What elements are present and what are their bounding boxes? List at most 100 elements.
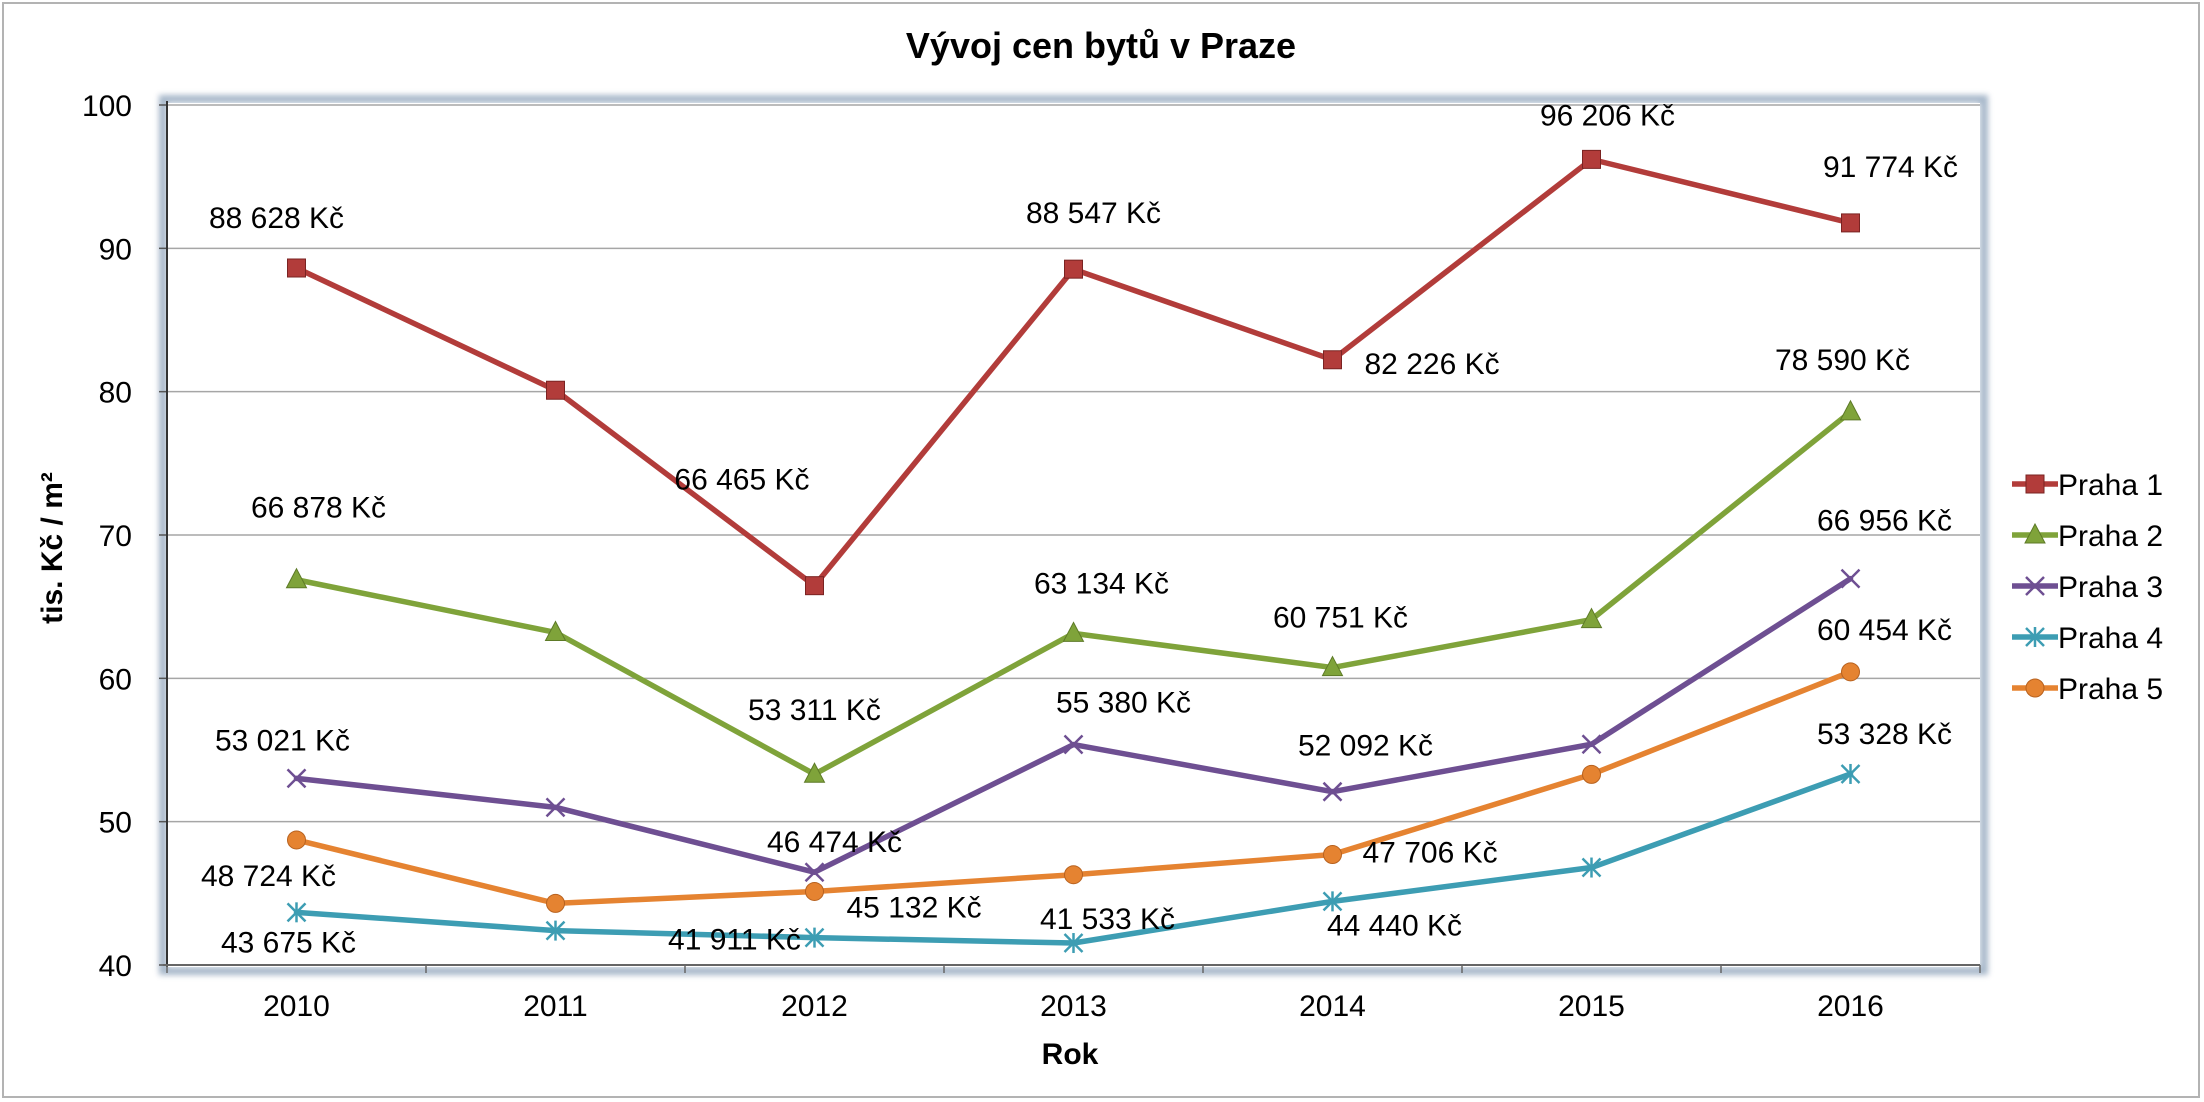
data-label: 88 547 Kč xyxy=(1026,197,1161,230)
y-tick-labels: 40 50 60 70 80 90 100 xyxy=(82,90,132,983)
data-point-marker xyxy=(546,380,565,400)
y-tick-label: 80 xyxy=(99,377,132,410)
data-label: 47 706 Kč xyxy=(1363,837,1498,870)
data-point-marker xyxy=(1322,781,1343,802)
data-label: 66 465 Kč xyxy=(674,464,809,497)
data-point-marker xyxy=(1323,845,1342,865)
data-label: 43 675 Kč xyxy=(221,926,356,959)
legend-label: Praha 5 xyxy=(2058,673,2163,706)
legend-marker xyxy=(2025,678,2045,698)
legend-label: Praha 1 xyxy=(2058,469,2163,502)
series-markers xyxy=(285,149,1862,954)
x-tick-labels: 2010 2011 2012 2013 2014 2015 2016 xyxy=(263,990,1884,1023)
data-label: 66 956 Kč xyxy=(1817,505,1952,538)
gridlines xyxy=(159,104,1980,966)
data-label: 53 021 Kč xyxy=(215,724,350,757)
y-tick-label: 60 xyxy=(99,663,132,696)
data-label: 96 206 Kč xyxy=(1540,99,1675,132)
data-point-marker xyxy=(544,620,567,641)
legend-entry-praha-3: Praha 3 xyxy=(2012,571,2163,604)
chart-title: Vývoj cen bytů v Praze xyxy=(906,25,1296,66)
data-point-marker xyxy=(1582,764,1601,784)
data-point-marker xyxy=(1064,865,1083,885)
legend-marker xyxy=(2025,474,2045,494)
data-label: 48 724 Kč xyxy=(201,860,336,893)
data-label: 41 911 Kč xyxy=(668,924,801,957)
data-point-marker xyxy=(287,258,306,278)
data-point-marker xyxy=(804,862,825,883)
data-point-marker xyxy=(546,893,565,913)
data-label: 66 878 Kč xyxy=(251,492,386,525)
data-label: 45 132 Kč xyxy=(847,891,982,924)
y-axis-label: tis. Kč / m² xyxy=(36,472,69,624)
x-tick-label: 2014 xyxy=(1299,990,1366,1023)
data-label: 53 311 Kč xyxy=(748,694,881,727)
data-point-marker xyxy=(803,762,826,783)
legend-marker xyxy=(2025,576,2045,596)
data-point-marker xyxy=(285,567,308,589)
legend-marker xyxy=(2024,522,2046,544)
x-tick-label: 2015 xyxy=(1558,990,1625,1023)
data-point-marker xyxy=(1321,655,1344,677)
y-tick-label: 40 xyxy=(99,950,132,983)
data-point-marker xyxy=(1841,213,1860,233)
data-point-marker xyxy=(1582,149,1601,169)
data-label: 60 751 Kč xyxy=(1273,602,1408,635)
legend-entry-praha-2: Praha 2 xyxy=(2012,520,2163,553)
x-axis-label: Rok xyxy=(1042,1038,1099,1071)
data-point-marker xyxy=(1581,734,1602,755)
y-tick-label: 100 xyxy=(82,90,132,123)
data-point-marker xyxy=(1322,891,1343,912)
y-tick-label: 90 xyxy=(99,233,132,266)
legend: Praha 1 Praha 2 Praha 3 Praha 4 Praha 5 xyxy=(2012,469,2163,706)
data-point-marker xyxy=(286,902,307,923)
data-label: 91 774 Kč xyxy=(1823,151,1958,184)
data-point-marker xyxy=(1839,399,1862,421)
data-point-marker xyxy=(287,830,306,850)
legend-marker xyxy=(2025,627,2045,647)
data-label: 55 380 Kč xyxy=(1056,687,1191,720)
legend-label: Praha 4 xyxy=(2058,622,2163,655)
data-point-marker xyxy=(1323,350,1342,370)
data-point-marker xyxy=(1841,662,1860,682)
x-tick-label: 2011 xyxy=(523,990,588,1023)
data-point-marker xyxy=(805,881,824,901)
data-label: 63 134 Kč xyxy=(1034,567,1169,600)
data-point-marker xyxy=(1063,734,1084,755)
data-point-marker xyxy=(1840,763,1861,784)
data-label: 46 474 Kč xyxy=(767,826,902,859)
x-tick-label: 2013 xyxy=(1040,990,1107,1023)
data-label: 52 092 Kč xyxy=(1298,730,1433,763)
x-tick-label: 2012 xyxy=(781,990,848,1023)
data-label: 78 590 Kč xyxy=(1775,344,1910,377)
data-point-marker xyxy=(805,576,824,596)
legend-entry-praha-5: Praha 5 xyxy=(2012,673,2163,706)
data-point-marker xyxy=(286,768,307,789)
data-labels: 88 628 Kč 66 465 Kč 88 547 Kč 82 226 Kč 96 2… xyxy=(201,99,1958,959)
data-label: 53 328 Kč xyxy=(1817,718,1952,751)
data-label: 82 226 Kč xyxy=(1365,348,1500,381)
y-tick-label: 50 xyxy=(99,807,132,840)
data-point-marker xyxy=(1840,568,1861,589)
data-label: 60 454 Kč xyxy=(1817,614,1952,647)
axes xyxy=(163,101,1981,973)
y-tick-label: 70 xyxy=(99,520,132,553)
data-point-marker xyxy=(545,920,566,941)
data-point-marker xyxy=(1580,607,1603,629)
data-label: 44 440 Kč xyxy=(1327,909,1462,942)
data-point-marker xyxy=(1062,621,1085,642)
data-point-marker xyxy=(545,797,566,818)
legend-label: Praha 2 xyxy=(2058,520,2163,553)
x-tick-label: 2016 xyxy=(1817,990,1884,1023)
legend-entry-praha-1: Praha 1 xyxy=(2012,469,2163,502)
legend-label: Praha 3 xyxy=(2058,571,2163,604)
x-tick-label: 2010 xyxy=(263,990,330,1023)
data-point-marker xyxy=(804,927,825,948)
data-point-marker xyxy=(1063,933,1084,954)
data-point-marker xyxy=(1581,857,1602,878)
data-point-marker xyxy=(1064,259,1083,279)
legend-entry-praha-4: Praha 4 xyxy=(2012,622,2163,655)
data-label: 41 533 Kč xyxy=(1040,903,1175,936)
data-label: 88 628 Kč xyxy=(209,202,344,235)
